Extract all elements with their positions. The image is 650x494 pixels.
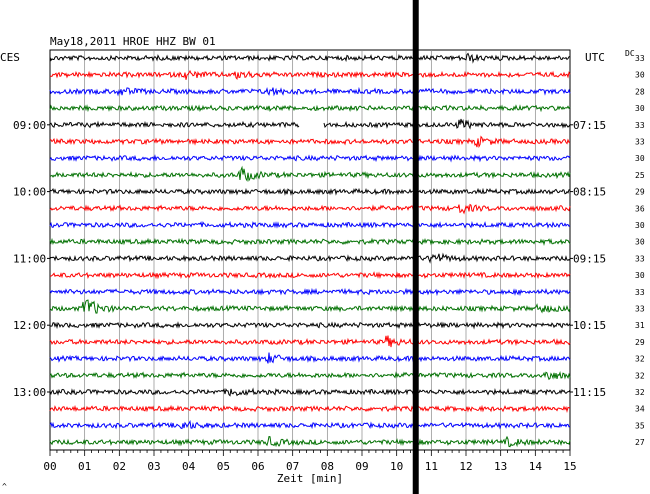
dc-value: 33 bbox=[635, 121, 645, 130]
trace-line bbox=[49, 387, 571, 397]
left-time-label: 12:00 bbox=[13, 319, 46, 332]
trace-line bbox=[49, 335, 571, 348]
left-time-label: 13:00 bbox=[13, 386, 46, 399]
x-tick-label: 11 bbox=[425, 460, 438, 473]
right-time-label: 09:15 bbox=[573, 252, 606, 265]
dc-value: 29 bbox=[635, 188, 645, 197]
dc-value: 32 bbox=[635, 388, 645, 397]
right-time-labels: 07:15 08:15 09:15 10:15 11:15 bbox=[570, 119, 606, 399]
dc-value: 33 bbox=[635, 305, 645, 314]
dc-value: 32 bbox=[635, 355, 645, 364]
seismic-traces bbox=[49, 52, 571, 448]
x-tick-label: 03 bbox=[147, 460, 160, 473]
trace-line bbox=[49, 69, 571, 80]
right-timezone-label: UTC bbox=[585, 51, 605, 64]
dc-values: 33 30 28 30 33 33 30 25 29 36 30 30 33 30 33 33 31 29 32 32… bbox=[635, 54, 645, 447]
x-tick-label: 13 bbox=[494, 460, 507, 473]
x-tick-label: 12 bbox=[459, 460, 472, 473]
chart-title: May18,2011 HROE HHZ BW 01 bbox=[50, 35, 216, 48]
time-grid bbox=[49, 49, 571, 451]
dc-header: DC bbox=[625, 49, 635, 58]
x-axis-label: Zeit [min] bbox=[277, 472, 343, 485]
trace-line bbox=[49, 352, 571, 364]
trace-line bbox=[49, 371, 571, 381]
x-tick-label: 01 bbox=[78, 460, 91, 473]
dc-value: 30 bbox=[635, 238, 645, 247]
trace-line bbox=[49, 220, 571, 229]
x-tick-label: 05 bbox=[217, 460, 230, 473]
dc-value: 33 bbox=[635, 254, 645, 263]
right-time-label: 08:15 bbox=[573, 186, 606, 199]
left-time-label: 10:00 bbox=[13, 186, 46, 199]
dc-value: 25 bbox=[635, 171, 645, 180]
dc-value: 32 bbox=[635, 371, 645, 380]
dc-value: 30 bbox=[635, 71, 645, 80]
dc-value: 33 bbox=[635, 54, 645, 63]
trace-line bbox=[49, 118, 571, 130]
right-time-label: 07:15 bbox=[573, 119, 606, 132]
trace-line bbox=[49, 52, 571, 64]
trace-line bbox=[49, 321, 571, 330]
dc-value: 30 bbox=[635, 154, 645, 163]
dc-value: 28 bbox=[635, 87, 645, 96]
x-tick-label: 15 bbox=[563, 460, 576, 473]
dc-value: 35 bbox=[635, 421, 645, 430]
left-timezone-label: CES bbox=[0, 51, 20, 64]
trace-line bbox=[49, 104, 571, 113]
right-time-label: 10:15 bbox=[573, 319, 606, 332]
dc-value: 29 bbox=[635, 338, 645, 347]
x-tick-label: 00 bbox=[43, 460, 56, 473]
dc-value: 31 bbox=[635, 321, 645, 330]
plot-frame bbox=[49, 49, 571, 451]
x-tick-label: 10 bbox=[390, 460, 403, 473]
trace-line bbox=[49, 287, 571, 297]
dc-value: 33 bbox=[635, 288, 645, 297]
trace-line bbox=[49, 299, 571, 314]
x-tick-label: 08 bbox=[321, 460, 334, 473]
trace-line bbox=[49, 203, 571, 215]
x-tick-label: 14 bbox=[529, 460, 543, 473]
x-tick-label: 04 bbox=[182, 460, 196, 473]
trace-line bbox=[49, 237, 571, 247]
trace-line bbox=[49, 154, 571, 163]
x-tick-label: 07 bbox=[286, 460, 299, 473]
trace-line bbox=[49, 404, 571, 414]
x-tick-label: 06 bbox=[251, 460, 264, 473]
dc-value: 30 bbox=[635, 271, 645, 280]
corner-mark: ^ bbox=[2, 482, 7, 491]
dc-value: 30 bbox=[635, 104, 645, 113]
x-axis: 00 01 02 03 04 05 06 07 08 09 10 11 12 13 14 15 bbox=[43, 450, 577, 473]
x-tick-label: 02 bbox=[113, 460, 126, 473]
trace-line bbox=[49, 271, 571, 280]
x-tick-label: 09 bbox=[355, 460, 368, 473]
dc-value: 36 bbox=[635, 204, 645, 213]
trace-line bbox=[49, 187, 571, 196]
trace-line bbox=[49, 420, 571, 430]
trace-line bbox=[49, 135, 571, 149]
dc-value: 27 bbox=[635, 438, 645, 447]
trace-line bbox=[49, 165, 571, 182]
right-time-label: 11:15 bbox=[573, 386, 606, 399]
dc-value: 33 bbox=[635, 138, 645, 147]
dc-value: 34 bbox=[635, 405, 645, 414]
trace-line bbox=[49, 252, 571, 264]
left-time-label: 11:00 bbox=[13, 252, 46, 265]
left-time-label: 09:00 bbox=[13, 119, 46, 132]
left-time-labels: 09:00 10:00 11:00 12:00 13:00 bbox=[13, 119, 50, 399]
trace-line bbox=[49, 86, 571, 97]
trace-line bbox=[49, 435, 571, 448]
dc-value: 30 bbox=[635, 221, 645, 230]
